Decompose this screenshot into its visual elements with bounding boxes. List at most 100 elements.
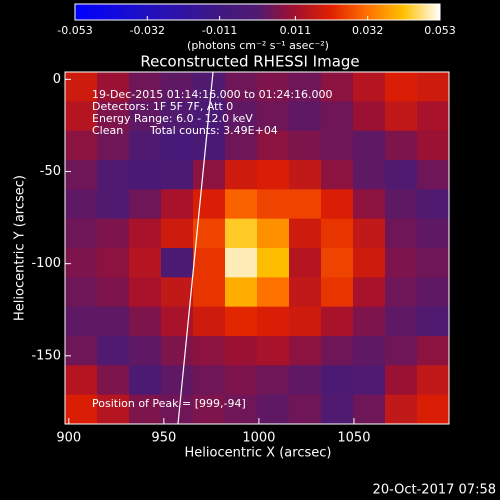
heat-cell xyxy=(417,72,450,102)
heat-cell xyxy=(289,336,322,366)
heat-cell xyxy=(353,72,386,102)
heat-cell xyxy=(321,336,354,366)
heat-cell xyxy=(161,189,194,220)
heat-cell xyxy=(129,101,162,132)
heat-cell xyxy=(257,394,290,425)
heat-cell xyxy=(257,336,290,366)
heat-cell xyxy=(321,160,354,190)
heat-cell xyxy=(289,72,322,102)
solar-limb xyxy=(177,71,214,425)
heat-cell xyxy=(193,248,226,278)
heat-cell xyxy=(193,336,226,366)
heat-cell xyxy=(129,277,162,308)
heat-cell xyxy=(65,130,98,161)
heat-cell xyxy=(289,306,322,337)
y-tick-label: 0 xyxy=(53,72,61,87)
heat-cell xyxy=(129,218,162,249)
heat-cell xyxy=(161,365,194,396)
heat-cell xyxy=(65,101,98,132)
heat-cell xyxy=(193,277,226,308)
heat-cell xyxy=(385,72,418,102)
heat-cell xyxy=(353,277,386,308)
heat-cell xyxy=(65,306,98,337)
heat-cell xyxy=(161,277,194,308)
heat-cell xyxy=(65,160,98,190)
heat-cell xyxy=(321,130,354,161)
heat-cell xyxy=(289,394,322,425)
heat-cell xyxy=(225,394,258,425)
heat-cell xyxy=(417,248,450,278)
heat-cell xyxy=(289,365,322,396)
heat-cell xyxy=(353,336,386,366)
y-axis-label: Heliocentric Y (arcsec) xyxy=(13,175,28,321)
heat-cell xyxy=(257,72,290,102)
heat-cell xyxy=(417,277,450,308)
heat-cell xyxy=(417,218,450,249)
heat-cell xyxy=(193,306,226,337)
heat-cell xyxy=(65,277,98,308)
heat-cell xyxy=(161,248,194,278)
heat-cell xyxy=(257,130,290,161)
heat-cell xyxy=(321,277,354,308)
heat-cell xyxy=(353,160,386,190)
heat-cell xyxy=(385,160,418,190)
heat-cell xyxy=(417,101,450,132)
heat-cell xyxy=(289,248,322,278)
heat-cell xyxy=(257,248,290,278)
heat-cell xyxy=(225,101,258,132)
heat-cell xyxy=(129,365,162,396)
heat-cell xyxy=(97,189,130,220)
heat-cell xyxy=(289,277,322,308)
heat-cell xyxy=(385,306,418,337)
heat-cell xyxy=(65,189,98,220)
heat-cell xyxy=(321,189,354,220)
annotation: Position of Peak = [999,-94] xyxy=(92,397,246,410)
heat-cell xyxy=(257,277,290,308)
heat-cell xyxy=(193,130,226,161)
colorbar-tick-label: -0.032 xyxy=(130,24,165,37)
annotation: Energy Range: 6.0 - 12.0 keV xyxy=(92,112,253,125)
heat-cell xyxy=(417,306,450,337)
heat-cell xyxy=(97,248,130,278)
colorbar-tick-label: 0.053 xyxy=(424,24,456,37)
heat-cell xyxy=(321,72,354,102)
heat-cell xyxy=(289,101,322,132)
x-tick-label: 900 xyxy=(56,431,81,446)
plot-frame xyxy=(64,71,450,425)
heat-cell xyxy=(353,130,386,161)
heat-cell xyxy=(97,336,130,366)
heat-cell xyxy=(417,394,450,425)
heat-cell xyxy=(97,130,130,161)
annotation: Detectors: 1F 5F 7F, Att 0 xyxy=(92,100,233,113)
heat-cell xyxy=(225,160,258,190)
heat-cell xyxy=(225,130,258,161)
footer: 20-Oct-2017 07:58 xyxy=(373,483,496,498)
heat-cell xyxy=(225,277,258,308)
heat-cell xyxy=(289,218,322,249)
heat-cell xyxy=(129,160,162,190)
heat-cell xyxy=(129,306,162,337)
annotation: 19-Dec-2015 01:14:16.000 to 01:24:16.000 xyxy=(92,88,333,101)
heat-cell xyxy=(417,365,450,396)
heat-cell xyxy=(161,101,194,132)
heat-cell xyxy=(225,72,258,102)
heat-cell xyxy=(353,394,386,425)
heat-cell xyxy=(161,336,194,366)
heat-cell xyxy=(161,72,194,102)
colorbar-tick-label: -0.053 xyxy=(57,24,92,37)
heat-cell xyxy=(257,306,290,337)
heat-cell xyxy=(193,394,226,425)
heat-cell xyxy=(353,365,386,396)
heat-cell xyxy=(225,218,258,249)
heat-cell xyxy=(353,306,386,337)
heat-cell xyxy=(417,130,450,161)
heat-cell xyxy=(97,218,130,249)
annotation: Clean xyxy=(92,124,123,137)
heat-cell xyxy=(129,130,162,161)
heat-cell xyxy=(65,365,98,396)
heat-cell xyxy=(353,218,386,249)
heat-cell xyxy=(385,218,418,249)
heat-cell xyxy=(289,160,322,190)
heat-cell xyxy=(97,277,130,308)
heat-cell xyxy=(385,336,418,366)
